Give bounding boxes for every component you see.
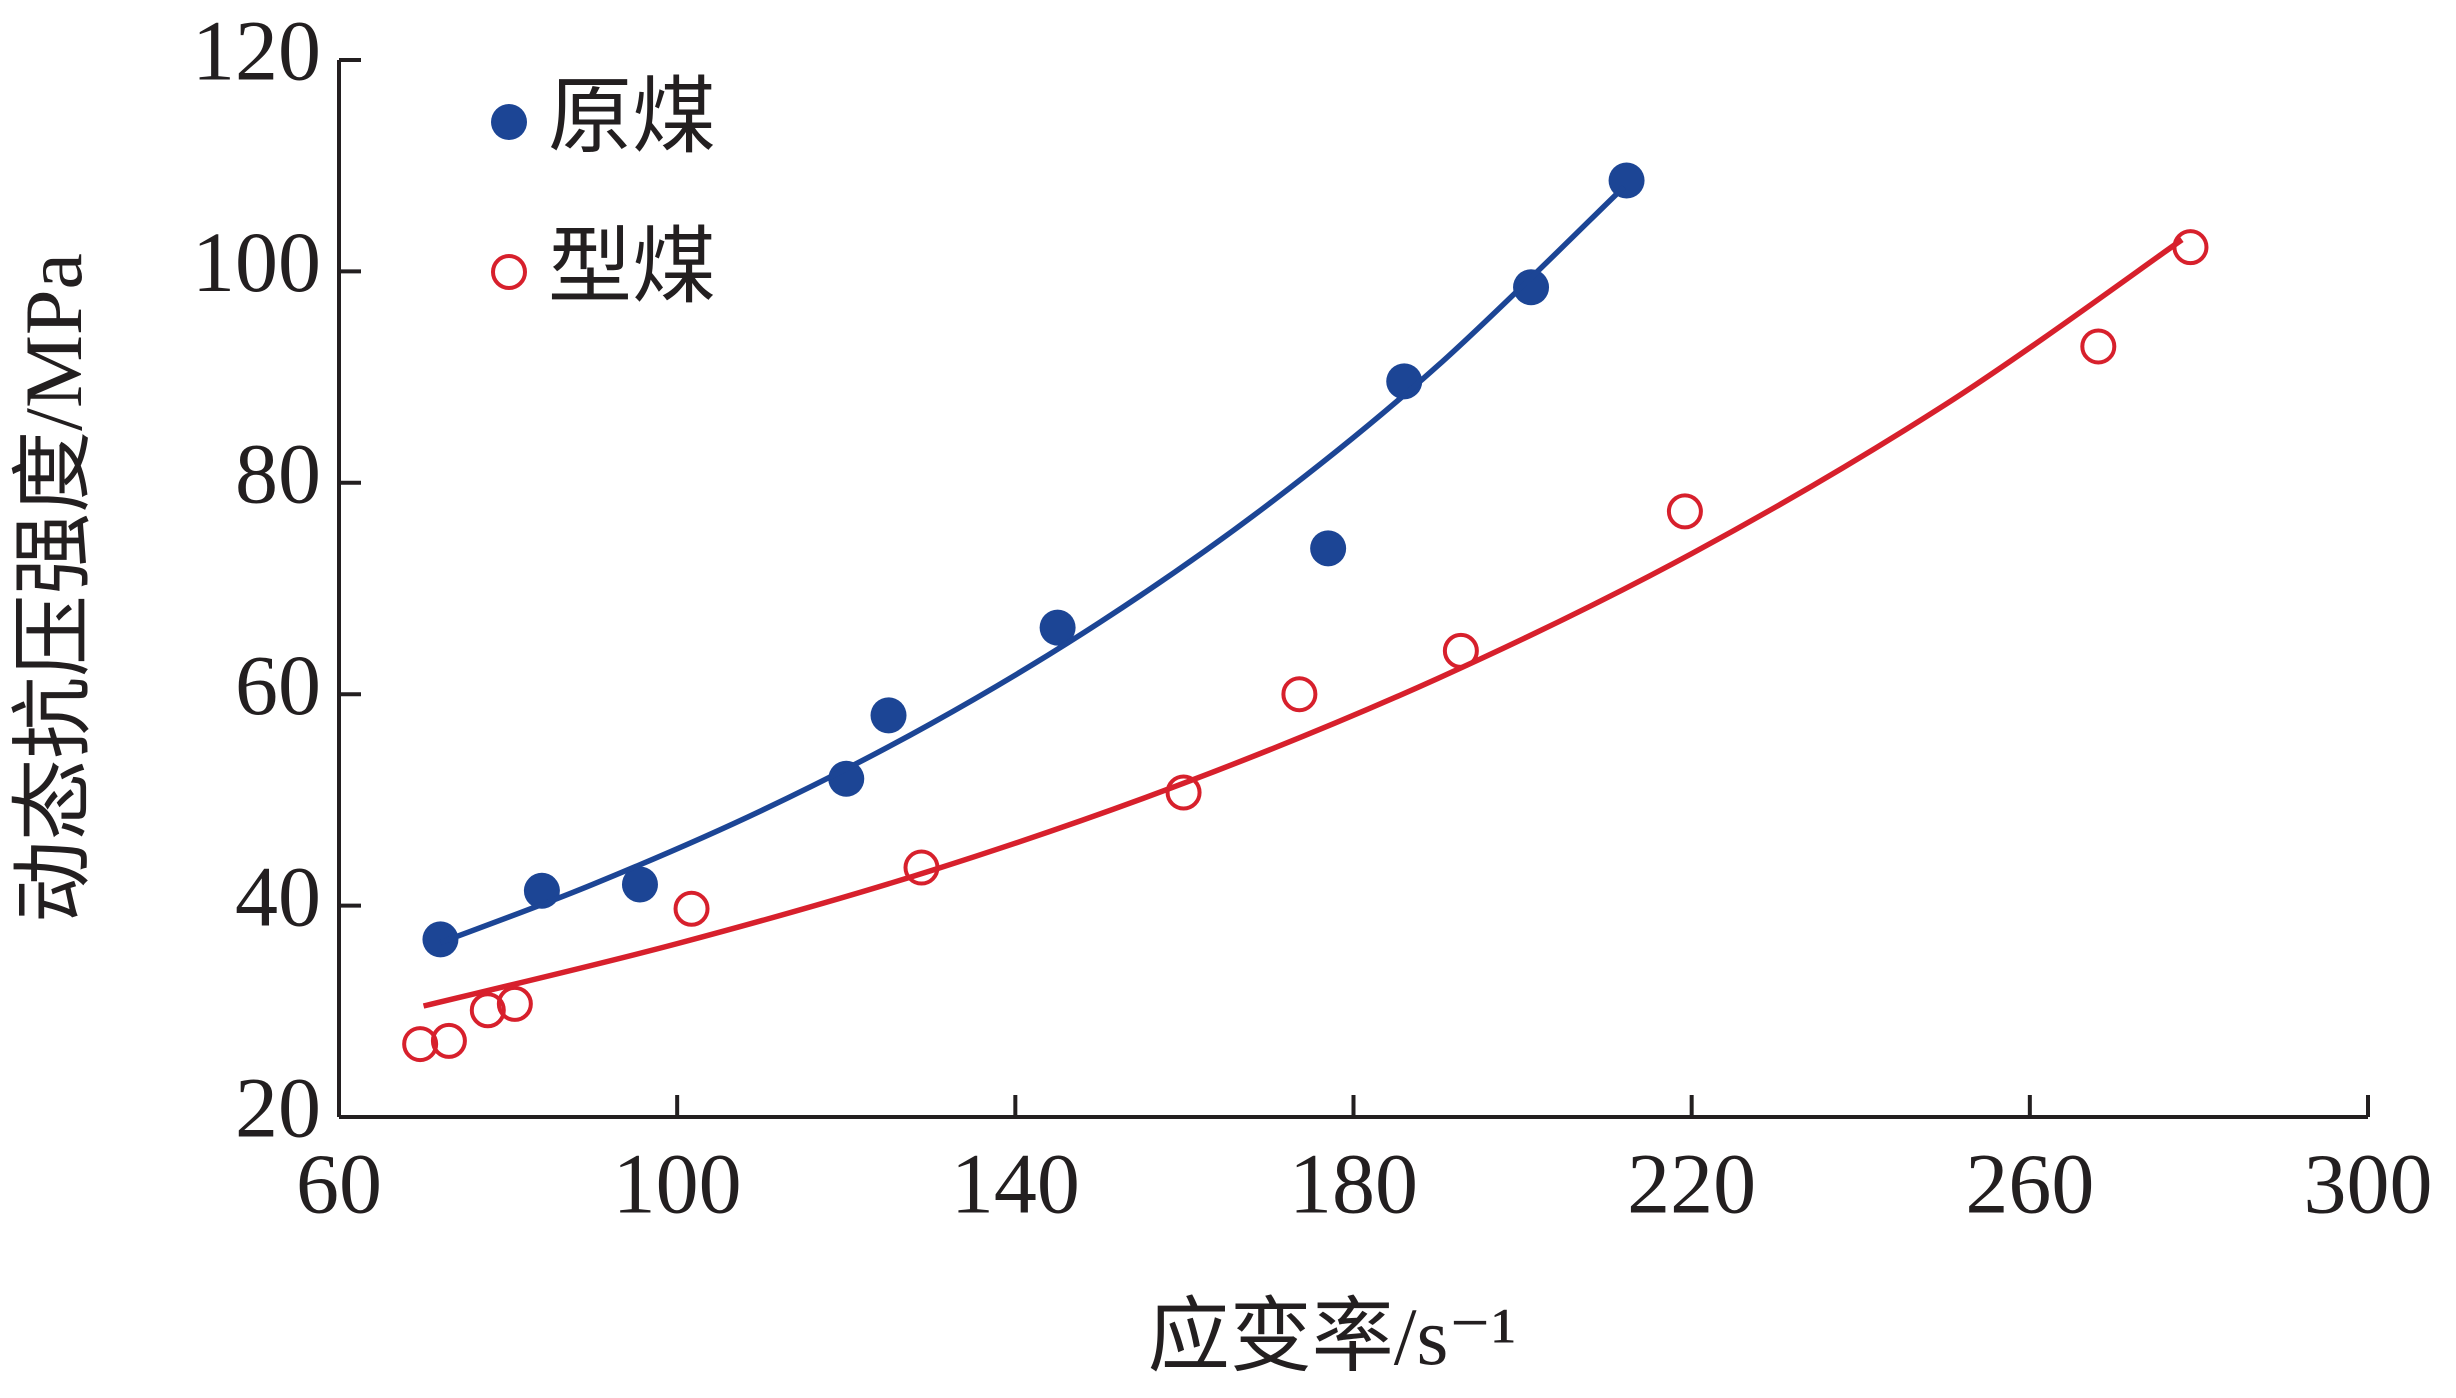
- legend-label: 型煤: [548, 221, 716, 314]
- y-tick-label: 20: [235, 1060, 321, 1156]
- data-point: [828, 760, 865, 797]
- x-tick-label: 60: [296, 1136, 382, 1232]
- data-point: [496, 985, 533, 1022]
- legend-label: 原煤: [548, 71, 716, 164]
- y-tick-label: 60: [235, 637, 321, 733]
- x-tick-label: 180: [1289, 1136, 1418, 1232]
- y-tick-label: 100: [192, 214, 321, 310]
- data-point: [1281, 676, 1318, 713]
- x-tick-label: 140: [951, 1136, 1080, 1232]
- data-point: [1666, 493, 1703, 530]
- fit-curve: [422, 237, 2184, 1009]
- data-point: [402, 1026, 439, 1063]
- x-tick-label: 220: [1627, 1136, 1756, 1232]
- data-point: [422, 921, 459, 958]
- data-point: [1165, 774, 1202, 811]
- fit-curve: [439, 184, 1626, 946]
- data-point: [2172, 229, 2209, 266]
- data-point: [1513, 269, 1550, 306]
- y-axis-title: 动态抗压强度/MPa: [8, 253, 99, 923]
- data-point: [621, 866, 658, 903]
- x-tick-label: 260: [1965, 1136, 2094, 1232]
- data-point: [1310, 530, 1347, 567]
- x-tick-label: 300: [2304, 1136, 2433, 1232]
- data-point: [430, 1022, 467, 1059]
- legend-marker: [491, 254, 527, 290]
- data-point: [870, 697, 907, 734]
- data-point: [2080, 328, 2117, 365]
- data-point: [1039, 609, 1076, 646]
- data-point: [469, 992, 506, 1029]
- x-tick-label: 100: [613, 1136, 742, 1232]
- legend-marker: [491, 104, 527, 140]
- x-axis-title: 应变率/s⁻¹: [1148, 1291, 1517, 1382]
- y-tick-label: 80: [235, 426, 321, 522]
- y-tick-label: 120: [192, 3, 321, 99]
- y-tick-label: 40: [235, 848, 321, 944]
- data-point: [673, 890, 710, 927]
